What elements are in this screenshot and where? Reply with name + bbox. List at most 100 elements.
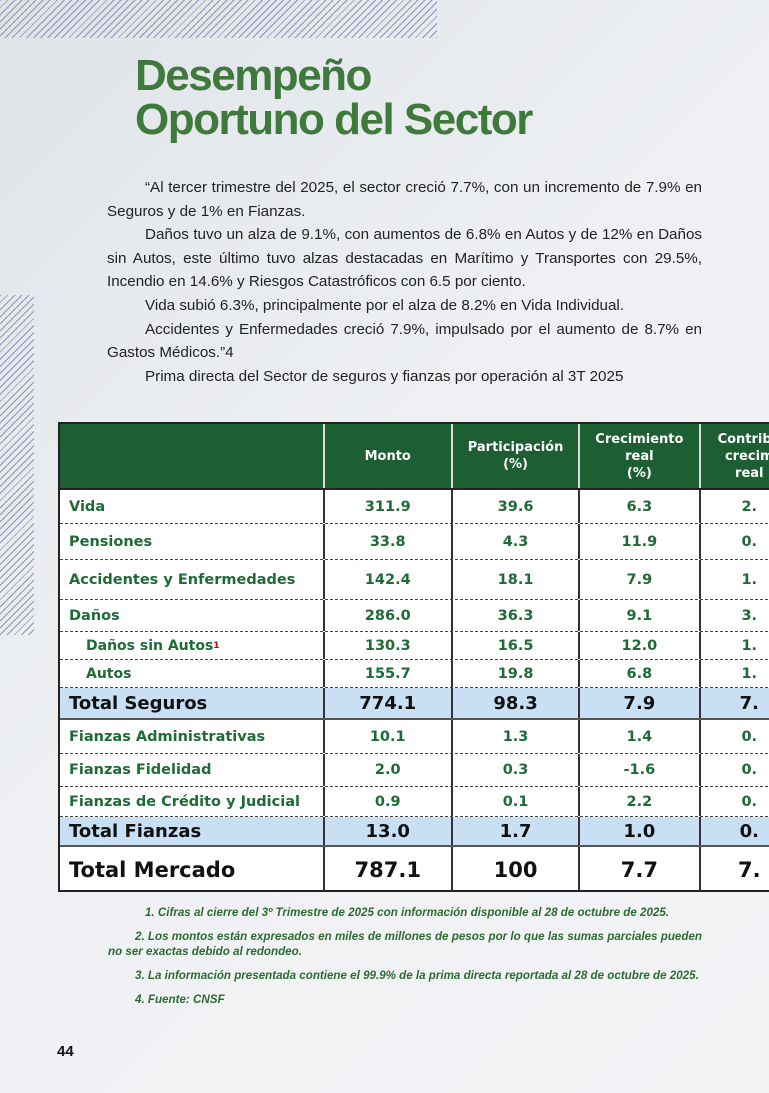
row-label: Daños [60, 600, 323, 631]
row-label: Fianzas Fidelidad [60, 754, 323, 786]
footnotes: 1. Cifras al cierre del 3º Trimestre de … [108, 905, 702, 1016]
page-number: 44 [57, 1043, 74, 1060]
footnote-ref: 1 [213, 640, 220, 651]
value-cell: 1. [698, 560, 769, 599]
value-cell: 98.3 [450, 688, 578, 718]
value-cell: 774.1 [322, 688, 451, 718]
value-cell: 2.2 [578, 787, 698, 816]
table-row: Fianzas Administrativas 10.1 1.3 1.4 0. [60, 720, 769, 754]
row-label: Total Fianzas [60, 817, 323, 845]
header-cell: Crecimiento real (%) [578, 424, 698, 488]
row-label-text: Fianzas Administrativas [69, 728, 266, 745]
row-label-text: Total Seguros [69, 692, 208, 714]
value-cell: 19.8 [450, 660, 578, 687]
value-cell: 1. [698, 660, 769, 687]
title-line: Oportuno del Sector [135, 95, 533, 144]
title-line: Desempeño [135, 51, 372, 100]
value-cell: 0. [698, 787, 769, 816]
value-cell: 1.3 [450, 720, 578, 753]
footnote: 1. Cifras al cierre del 3º Trimestre de … [145, 906, 670, 919]
footnote: 2. Los montos están expresados en miles … [108, 930, 702, 958]
row-label: Vida [60, 490, 323, 523]
value-cell: 0.9 [322, 787, 451, 816]
value-cell: 12.0 [578, 632, 698, 659]
row-label-text: Vida [69, 498, 106, 515]
value-cell: 9.1 [578, 600, 698, 631]
value-cell: 7. [698, 688, 769, 718]
value-cell: 33.8 [322, 524, 451, 559]
value-cell: 7.7 [578, 847, 698, 890]
value-cell: 11.9 [578, 524, 698, 559]
footnote: 3. La información presentada contiene el… [135, 969, 699, 982]
row-label: Daños sin Autos 1 [60, 632, 323, 659]
value-cell: 0.1 [450, 787, 578, 816]
value-cell: 0.3 [450, 754, 578, 786]
row-label-text: Total Mercado [69, 857, 236, 882]
value-cell: 311.9 [322, 490, 451, 523]
value-cell: 2. [698, 490, 769, 523]
row-label: Accidentes y Enfermedades [60, 560, 323, 599]
row-label-text: Daños [69, 607, 120, 624]
row-label-text: Daños sin Autos [86, 637, 214, 654]
row-label: Total Seguros [60, 688, 323, 718]
footnote: 4. Fuente: CNSF [135, 993, 225, 1006]
value-cell: 36.3 [450, 600, 578, 631]
row-label-text: Fianzas de Crédito y Judicial [69, 793, 300, 810]
value-cell: 7.9 [578, 688, 698, 718]
table-row: Autos 155.7 19.8 6.8 1. [60, 660, 769, 688]
value-cell: 18.1 [450, 560, 578, 599]
paragraph: Accidentes y Enfermedades creció 7.9%, i… [107, 320, 702, 362]
table-row: Total Fianzas 13.0 1.7 1.0 0. [60, 817, 769, 847]
table-row: Vida 311.9 39.6 6.3 2. [60, 490, 769, 524]
decorative-hatch-left [0, 295, 34, 635]
value-cell: 3. [698, 600, 769, 631]
table-row: Fianzas Fidelidad 2.0 0.3 -1.6 0. [60, 754, 769, 787]
value-cell: 1.4 [578, 720, 698, 753]
table-row: Accidentes y Enfermedades 142.4 18.1 7.9 1. [60, 560, 769, 600]
decorative-hatch-top [0, 0, 437, 38]
row-label: Pensiones [60, 524, 323, 559]
value-cell: 1.7 [450, 817, 578, 845]
value-cell: 0. [698, 817, 769, 845]
paragraph: Vida subió 6.3%, principalmente por el a… [145, 296, 624, 314]
value-cell: 4.3 [450, 524, 578, 559]
header-cell: Contribu crecim real [698, 424, 769, 488]
value-cell: 142.4 [322, 560, 451, 599]
row-label-text: Fianzas Fidelidad [69, 762, 212, 778]
paragraph: Daños tuvo un alza de 9.1%, con aumentos… [107, 226, 702, 291]
table-row: Fianzas de Crédito y Judicial 0.9 0.1 2.2 0. [60, 787, 769, 817]
value-cell: 1. [698, 632, 769, 659]
table-caption: Prima directa del Sector de seguros y fi… [145, 367, 624, 385]
body-text: “Al tercer trimestre del 2025, el sector… [107, 176, 702, 388]
table-row: Total Mercado 787.1 100 7.7 7. [60, 847, 769, 890]
value-cell: 13.0 [322, 817, 451, 845]
value-cell: 6.8 [578, 660, 698, 687]
header-cell: Monto [322, 424, 451, 488]
value-cell: 7.9 [578, 560, 698, 599]
value-cell: 100 [450, 847, 578, 890]
row-label-text: Pensiones [69, 533, 153, 550]
table-row: Total Seguros 774.1 98.3 7.9 7. [60, 688, 769, 720]
value-cell: 0. [698, 524, 769, 559]
value-cell: 787.1 [322, 847, 451, 890]
row-label: Autos [60, 660, 323, 687]
row-label-text: Total Fianzas [69, 820, 202, 842]
value-cell: 155.7 [322, 660, 451, 687]
row-label-text: Autos [86, 665, 132, 682]
value-cell: 6.3 [578, 490, 698, 523]
value-cell: 0. [698, 720, 769, 753]
table-row: Pensiones 33.8 4.3 11.9 0. [60, 524, 769, 560]
header-cell: Participación (%) [450, 424, 578, 488]
value-cell: 10.1 [322, 720, 451, 753]
premium-table: Monto Participación (%) Crecimiento real… [58, 422, 769, 892]
value-cell: 7. [698, 847, 769, 890]
value-cell: -1.6 [578, 754, 698, 786]
value-cell: 2.0 [322, 754, 451, 786]
value-cell: 39.6 [450, 490, 578, 523]
paragraph: “Al tercer trimestre del 2025, el sector… [107, 179, 702, 220]
row-label: Fianzas de Crédito y Judicial [60, 787, 323, 816]
header-cell [60, 424, 323, 488]
table-row: Daños 286.0 36.3 9.1 3. [60, 600, 769, 632]
row-label: Fianzas Administrativas [60, 720, 323, 753]
value-cell: 1.0 [578, 817, 698, 845]
